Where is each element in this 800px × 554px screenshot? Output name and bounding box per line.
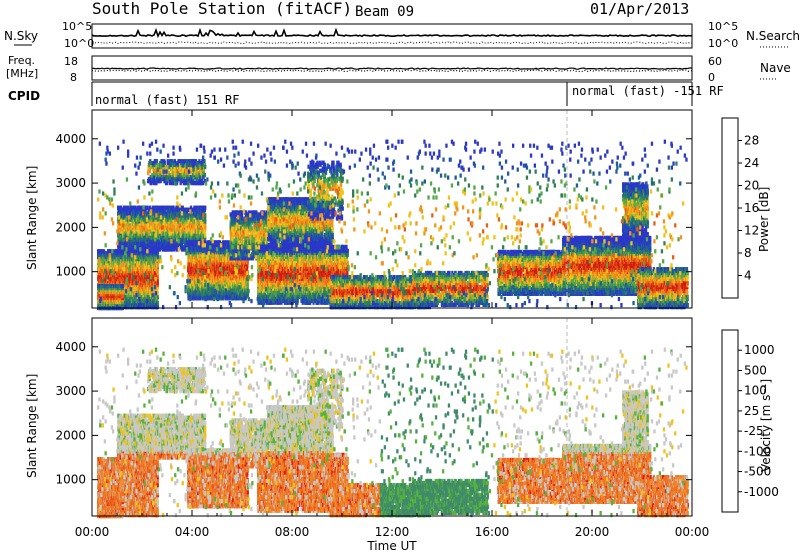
freq-label: Freq. bbox=[8, 54, 35, 67]
freq-tick-high: 18 bbox=[64, 55, 78, 68]
power-cell bbox=[157, 301, 159, 305]
noise-right-tick-high: 10^5 bbox=[708, 20, 738, 33]
power-cell bbox=[149, 206, 151, 210]
noise-left-tick-low: 10^0 bbox=[64, 37, 94, 50]
noise-left-tick-high: 10^5 bbox=[62, 20, 92, 33]
power-cell bbox=[122, 284, 124, 288]
freq-unit: [MHz] bbox=[6, 67, 38, 80]
nave-trace bbox=[92, 70, 692, 72]
power-cell bbox=[157, 263, 159, 267]
station-title: South Pole Station (fitACF) bbox=[92, 0, 352, 18]
cpid-label: CPID bbox=[8, 89, 40, 103]
nsky-trace bbox=[92, 30, 692, 36]
nsky-label: N.Sky bbox=[4, 29, 38, 43]
power-cell bbox=[157, 281, 159, 285]
power-cell bbox=[144, 224, 146, 228]
power-cell bbox=[157, 295, 159, 299]
power-cell bbox=[157, 253, 159, 257]
freq-tick-low: 8 bbox=[70, 71, 77, 84]
beam-label: Beam 09 bbox=[355, 4, 414, 20]
date-label: 01/Apr/2013 bbox=[590, 0, 689, 18]
freq-trace bbox=[92, 68, 692, 69]
nave-tick-low: 0 bbox=[708, 71, 715, 84]
power-heatmap bbox=[97, 140, 689, 311]
freq-panel bbox=[92, 56, 692, 80]
power-cell bbox=[157, 275, 159, 279]
noise-right-tick-low: 10^0 bbox=[708, 37, 738, 50]
nave-label: Nave bbox=[760, 61, 791, 75]
cpid-segment-2: normal (fast) -151 RF bbox=[572, 84, 724, 98]
nsearch-label: N.Search bbox=[746, 29, 800, 43]
power-cell bbox=[122, 290, 124, 294]
nsearch-trace bbox=[92, 42, 692, 44]
cpid-segment-1: normal (fast) 151 RF bbox=[95, 93, 240, 107]
nave-tick-high: 60 bbox=[708, 55, 722, 68]
power-cell bbox=[157, 271, 159, 275]
